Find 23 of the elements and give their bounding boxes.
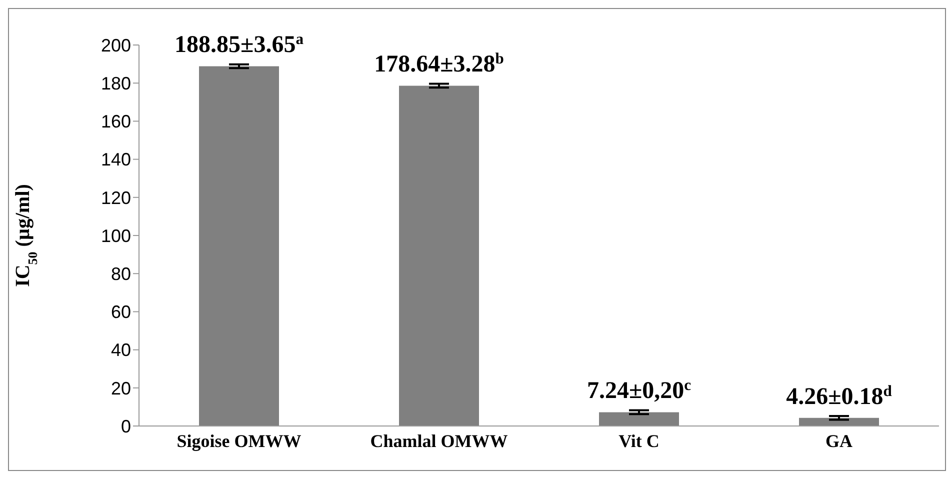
x-tick-label: Sigoise OMWW [176, 430, 302, 451]
bar [599, 412, 679, 426]
y-tick-label: 160 [100, 112, 131, 132]
bar [199, 66, 279, 426]
data-label: 188.85±3.65$^{a}$ [174, 30, 304, 58]
y-tick-label: 180 [100, 73, 131, 94]
y-tick-label: 120 [100, 188, 131, 208]
x-tick-label: Vit C [618, 430, 660, 451]
bar [799, 418, 879, 426]
y-tick-label: 140 [100, 150, 131, 170]
y-tick-label: 200 [100, 35, 131, 56]
data-label: 4.26±0.18$^{d}$ [786, 382, 892, 410]
y-tick-label: 0 [120, 416, 131, 436]
y-tick-label: 80 [110, 264, 131, 284]
y-tick-label: 20 [110, 378, 131, 398]
y-tick-label: 40 [110, 340, 131, 360]
y-tick-label: 100 [100, 226, 131, 246]
x-tick-label: GA [826, 430, 852, 451]
data-label: 7.24±0,20$^{c}$ [586, 376, 692, 404]
x-tick-label: Chamlal OMWW [370, 430, 508, 451]
data-label: 178.64±3.28$^{b}$ [374, 50, 504, 78]
y-tick-label: 60 [110, 302, 131, 322]
bar [399, 86, 479, 426]
